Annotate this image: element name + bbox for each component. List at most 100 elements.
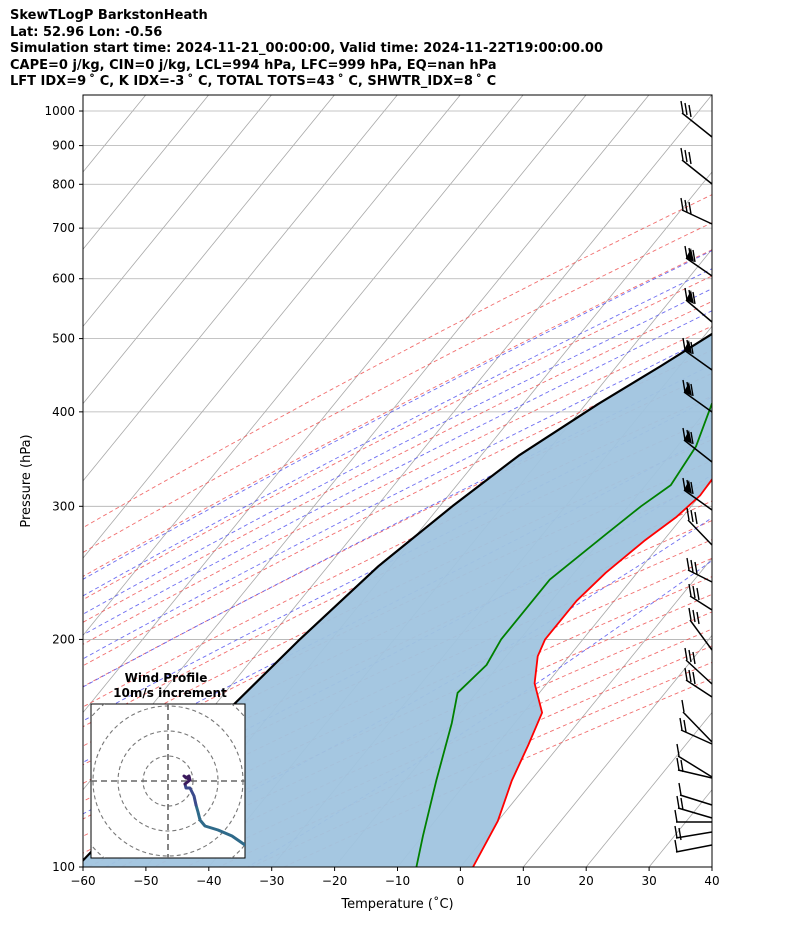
hodograph-trace [182, 774, 192, 786]
barb-feather [690, 431, 694, 445]
barb-feather [682, 477, 686, 491]
y-tick-label: 400 [52, 405, 75, 419]
barb-feather [692, 249, 696, 263]
isotherm-line [522, 634, 712, 867]
x-tick-label: 10 [516, 874, 531, 888]
barb-feather [688, 669, 692, 683]
barb-feather [690, 559, 694, 573]
temperature-line [472, 477, 712, 867]
barb-staff [685, 299, 713, 323]
y-tick-label: 200 [52, 632, 75, 646]
wind-barb [684, 287, 713, 323]
chart-title: SkewTLogP BarkstonHeath [10, 8, 208, 23]
barb-staff [677, 755, 713, 778]
barb-feather [688, 151, 692, 165]
barb-staff [677, 807, 713, 819]
barb-feather [686, 507, 690, 521]
x-tick-label: −30 [259, 874, 284, 888]
indices-line-2: LFT IDX=9 ˚ C, K IDX=-3 ˚ C, TOTAL TOTS=… [10, 74, 497, 89]
dry-adiabat-line [83, 275, 712, 601]
barb-staff [675, 831, 713, 839]
barb-staff [682, 711, 713, 743]
barb-feather [680, 759, 684, 773]
isotherm-line [83, 95, 209, 250]
barb-feather [682, 427, 686, 441]
hodograph-subtitle: 10m/s increment [113, 686, 227, 700]
x-tick-label: 20 [579, 874, 594, 888]
barb-staff [685, 659, 713, 685]
wind-barb [686, 507, 713, 546]
x-tick-label: −10 [385, 874, 410, 888]
dry-adiabat-line [83, 539, 712, 837]
y-tick-label: 600 [52, 272, 75, 286]
wind-barb [674, 809, 712, 823]
barb-pennant [684, 480, 692, 494]
barb-feather [686, 557, 690, 571]
barb-staff [677, 769, 713, 779]
barb-pennant [684, 382, 692, 396]
barb-feather [696, 587, 700, 601]
barb-staff [687, 519, 713, 546]
wind-barb [682, 427, 713, 463]
barb-feather [683, 719, 687, 733]
barb-feather [684, 667, 688, 681]
y-tick-label: 900 [52, 139, 75, 153]
barb-staff [681, 112, 713, 138]
barb-feather [694, 511, 698, 525]
isotherm-line [83, 95, 335, 405]
barb-feather [674, 825, 678, 839]
moist-adiabat-line [83, 250, 712, 580]
x-tick-label: 40 [704, 874, 719, 888]
barb-staff [681, 159, 713, 185]
y-tick-label: 500 [52, 332, 75, 346]
barb-feather [684, 102, 688, 116]
wind-barb [686, 557, 713, 583]
dry-adiabat-line [83, 249, 712, 577]
barb-staff [680, 729, 713, 745]
dry-adiabat-line [83, 194, 712, 529]
wind-barb [674, 839, 713, 853]
barb-feather [674, 839, 678, 853]
barb-feather [682, 379, 686, 393]
dry-adiabat-line [83, 325, 712, 645]
barb-staff [683, 439, 713, 463]
barb-feather [676, 795, 680, 809]
isotherm-line [83, 95, 398, 482]
barb-staff [683, 349, 713, 371]
moist-adiabat-line [83, 288, 712, 615]
barb-feather [690, 509, 694, 523]
barb-pennant [686, 290, 694, 304]
hodograph-ring [117, 730, 219, 832]
barb-feather [676, 757, 680, 771]
barb-feather [684, 245, 688, 259]
isotherm-line [83, 95, 84, 96]
x-tick-label: −40 [196, 874, 221, 888]
wind-barb [678, 782, 713, 806]
wind-barb [682, 477, 713, 511]
barb-staff [685, 679, 713, 698]
barb-feather [690, 341, 694, 355]
barb-staff [681, 209, 713, 225]
wind-barb [682, 337, 713, 371]
wind-barb [680, 197, 713, 225]
barb-feather [692, 651, 696, 665]
barb-feather [684, 287, 688, 301]
y-tick-label: 100 [52, 860, 75, 874]
wind-barb [681, 699, 713, 743]
barb-feather [688, 201, 692, 215]
hodograph-trace [183, 782, 198, 807]
barb-staff [683, 391, 713, 413]
barb-feather [690, 383, 694, 397]
isotherm-line [83, 95, 587, 714]
barb-feather [682, 337, 686, 351]
barb-staff [689, 619, 713, 651]
isotherm-line [460, 557, 712, 867]
barb-staff [687, 569, 713, 583]
isotherm-line [83, 95, 524, 636]
hodograph-trace [194, 803, 245, 847]
barb-feather [679, 717, 683, 731]
barb-feather [674, 809, 678, 823]
barb-pennant [684, 430, 692, 444]
barb-feather [676, 743, 680, 757]
barb-feather [681, 699, 685, 713]
